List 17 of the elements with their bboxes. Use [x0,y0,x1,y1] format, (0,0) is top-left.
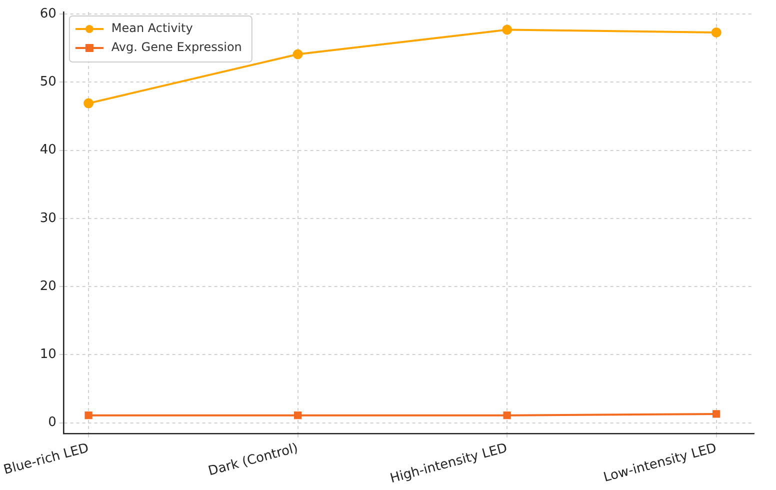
y-tick-label: 50 [40,74,56,90]
point [294,412,302,420]
y-tick-label: 40 [40,142,56,158]
y-tick-label: 10 [40,347,56,362]
legend-label: Avg. Gene Expression [111,40,242,54]
point [712,410,720,418]
y-tick-label: 30 [40,210,56,226]
point [84,412,92,420]
point [292,49,303,60]
y-tick-label: 0 [48,415,56,430]
y-tick-label: 60 [40,6,56,22]
legend-label: Mean Activity [111,21,193,36]
point [502,24,512,35]
y-tick-label: 20 [40,278,56,294]
point [503,412,511,420]
point [711,27,722,38]
point [84,98,94,108]
